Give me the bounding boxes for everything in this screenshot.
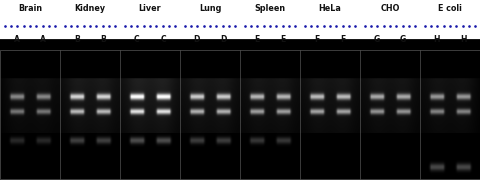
Text: Lung: Lung: [199, 4, 221, 13]
Text: B: B: [74, 35, 80, 44]
Text: E coli: E coli: [438, 4, 462, 13]
Text: Brain: Brain: [18, 4, 42, 13]
Text: H: H: [433, 35, 440, 44]
Text: H: H: [460, 35, 467, 44]
Text: E: E: [281, 35, 286, 44]
Text: F: F: [341, 35, 346, 44]
Text: CHO: CHO: [380, 4, 400, 13]
Text: B: B: [100, 35, 106, 44]
Text: G: G: [400, 35, 407, 44]
Text: D: D: [220, 35, 227, 44]
Text: E: E: [254, 35, 259, 44]
Text: A: A: [14, 35, 20, 44]
Text: Kidney: Kidney: [74, 4, 106, 13]
Text: F: F: [314, 35, 319, 44]
Text: C: C: [160, 35, 166, 44]
Text: A: A: [40, 35, 46, 44]
Text: C: C: [134, 35, 140, 44]
Text: Spleen: Spleen: [254, 4, 286, 13]
Text: G: G: [373, 35, 380, 44]
Bar: [0, 50, 480, 179]
Text: D: D: [193, 35, 200, 44]
Text: Liver: Liver: [139, 4, 161, 13]
Text: HeLa: HeLa: [319, 4, 341, 13]
